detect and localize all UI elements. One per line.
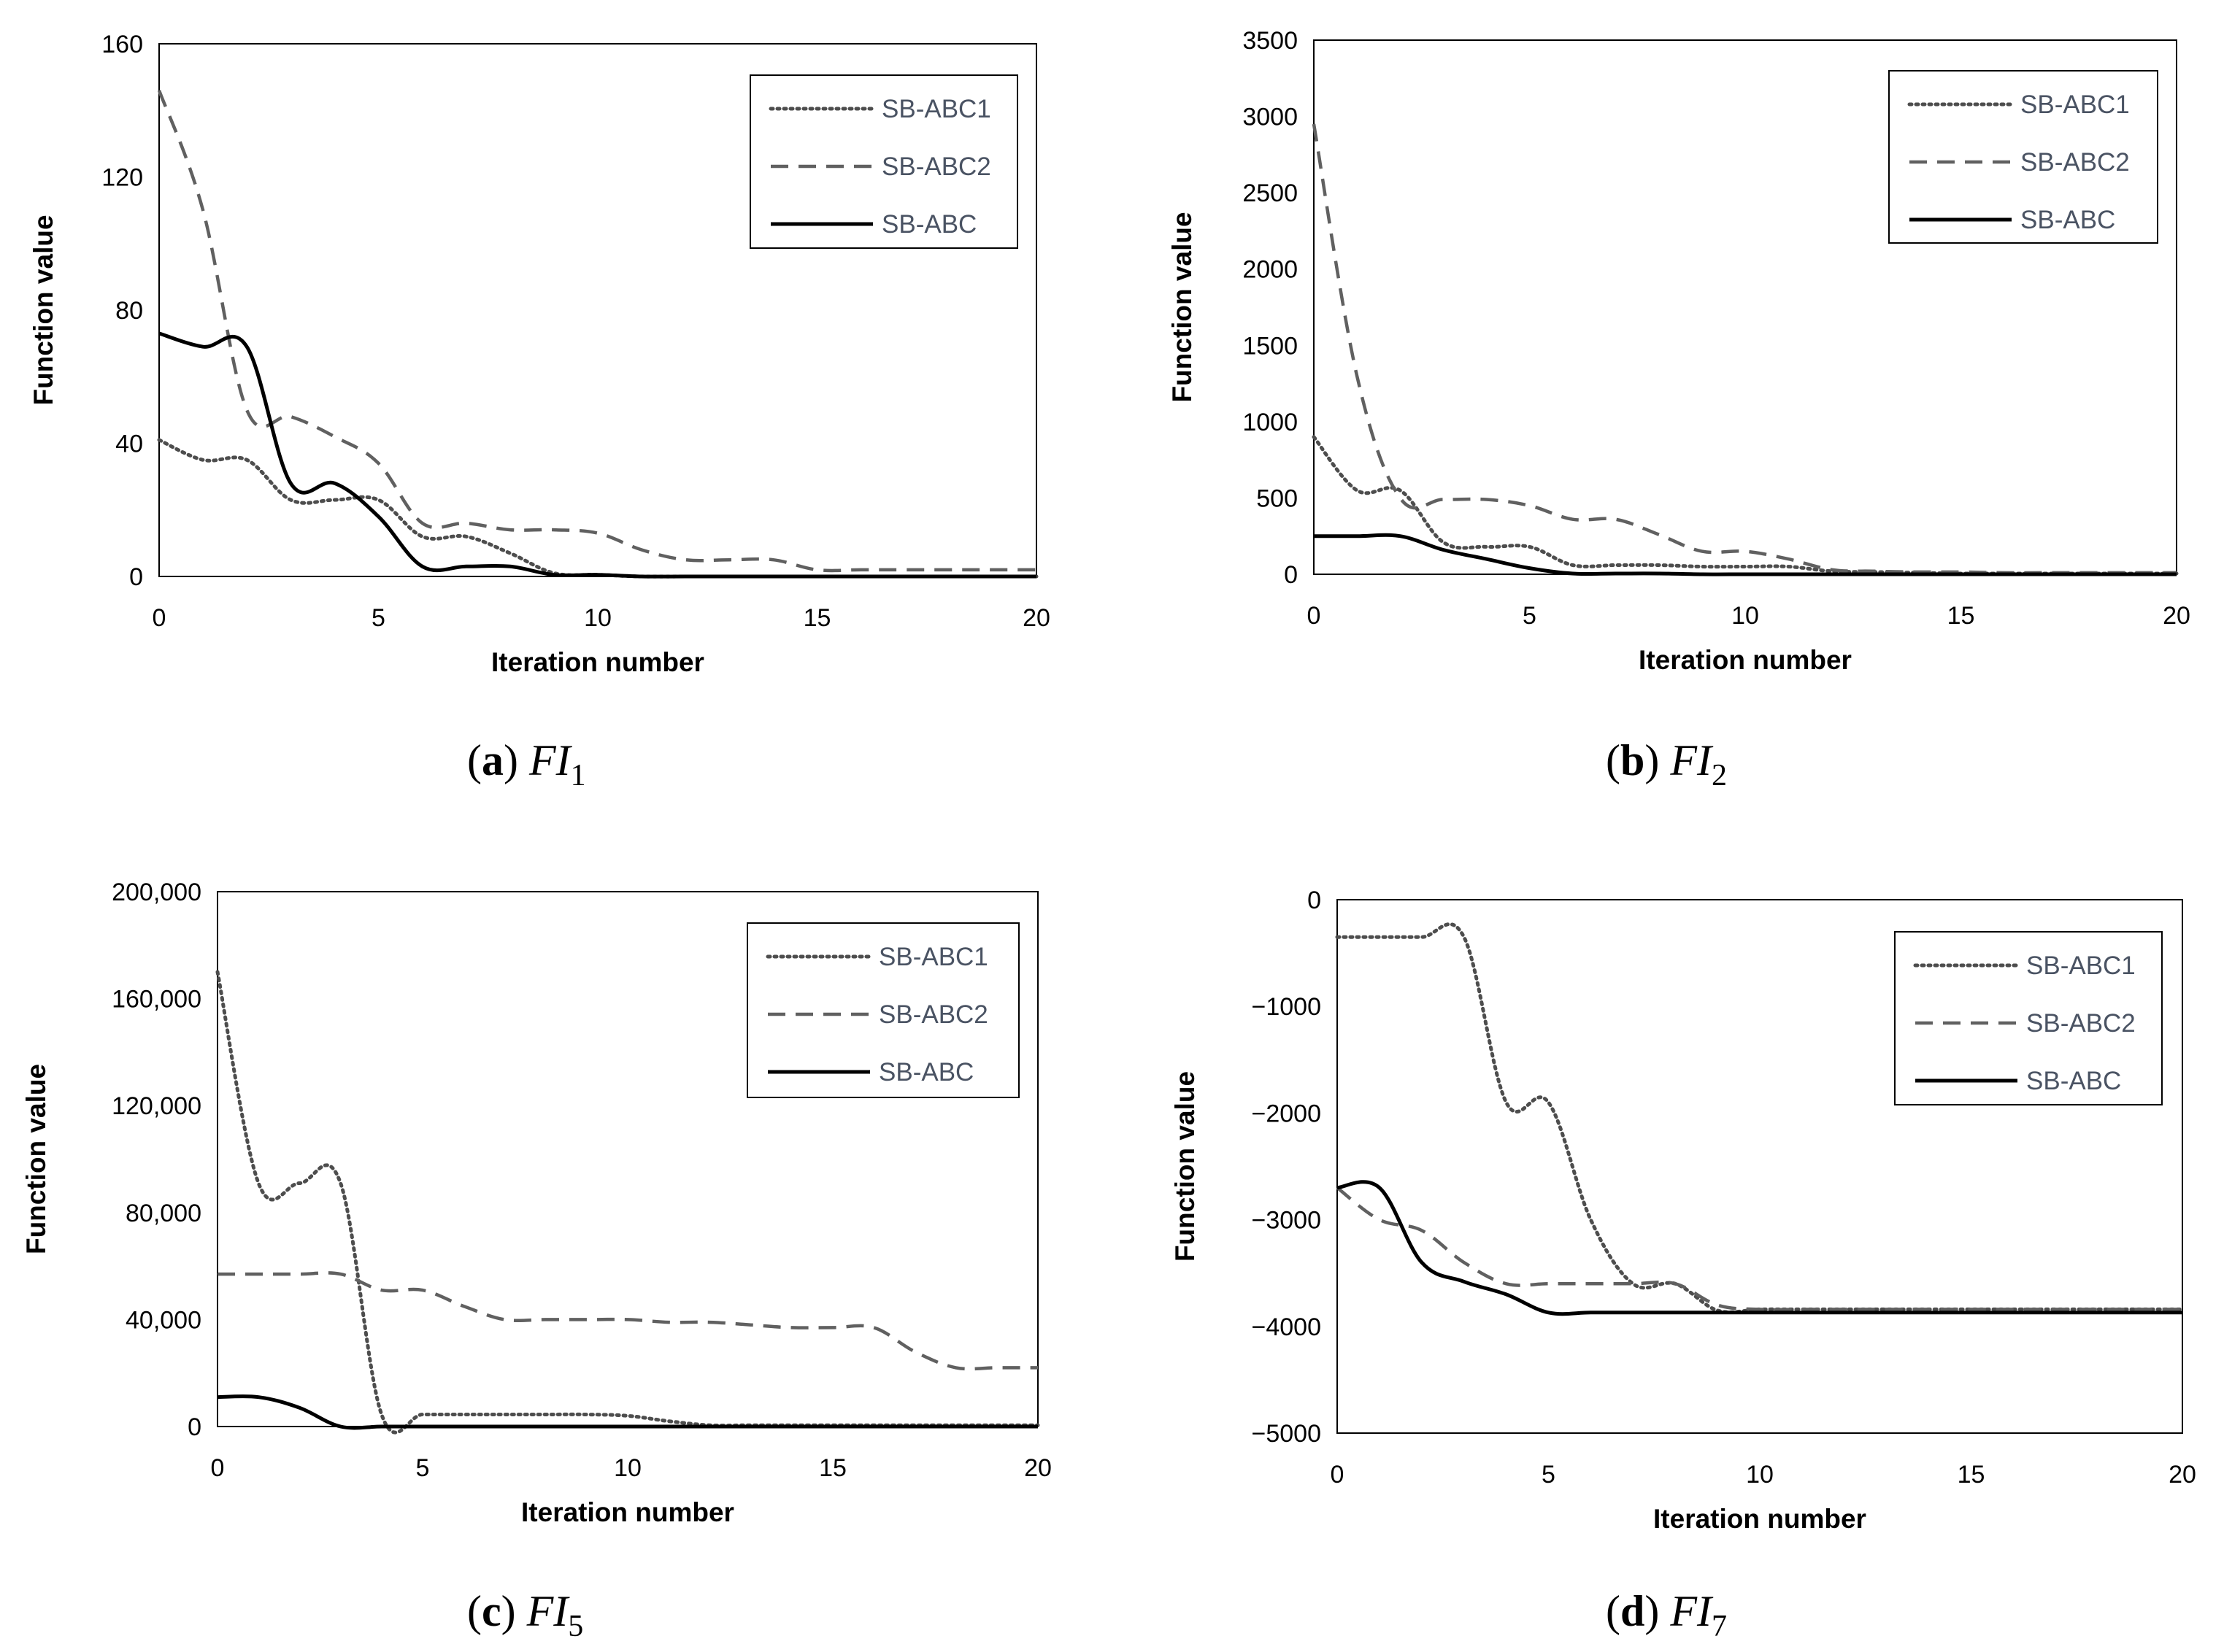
- legend-label: SB-ABC1: [2020, 90, 2130, 119]
- panel-caption: (d) FI7: [1606, 1587, 1727, 1643]
- chart-c: 0 40,000 80,000 120,000 160,000 200,000 0 5 10 15…: [21, 879, 1052, 1643]
- legend-label: SB-ABC: [2020, 206, 2115, 234]
- series-line-sb-abc: [217, 1394, 1038, 1430]
- legend-label: SB-ABC2: [879, 1000, 988, 1029]
- x-tick-label: 5: [416, 1454, 430, 1482]
- y-tick-label: 0: [129, 563, 143, 591]
- y-tick-label: 0: [188, 1413, 201, 1441]
- x-tick-label: 10: [614, 1454, 642, 1482]
- x-tick-label: 10: [584, 604, 612, 632]
- legend-label: SB-ABC1: [2026, 952, 2136, 980]
- legend: SB-ABC1 SB-ABC2 SB-ABC: [747, 922, 1020, 1098]
- legend-label: SB-ABC: [882, 210, 977, 239]
- x-tick-label: 0: [153, 604, 166, 632]
- series-line-sb-abc2: [157, 90, 1036, 573]
- legend-label: SB-ABC1: [879, 943, 988, 971]
- x-tick-label: 20: [1024, 1454, 1052, 1482]
- x-tick-label: 10: [1746, 1461, 1774, 1489]
- y-tick-label: 0: [1307, 887, 1321, 914]
- x-tick-label: 5: [1523, 602, 1536, 630]
- y-tick-label: 80: [115, 297, 143, 325]
- y-axis-title: Function value: [1170, 1071, 1200, 1262]
- series-line-sb-abc2: [218, 1271, 1038, 1371]
- y-tick-label: 3500: [1242, 27, 1298, 55]
- series-line-sb-abc: [158, 331, 1036, 579]
- y-axis-title: Function value: [28, 215, 58, 405]
- panel-caption: (c) FI5: [467, 1587, 583, 1643]
- y-tick-label: 200,000: [112, 879, 201, 906]
- y-tick-label: 120: [101, 164, 143, 192]
- panel-caption: (a) FI1: [467, 736, 586, 792]
- series-line-sb-abc: [1313, 533, 2177, 576]
- x-tick-label: 15: [804, 604, 831, 632]
- panel-caption: (b) FI2: [1606, 736, 1727, 792]
- chart-d: −5000 −4000 −3000 −2000 −1000 0 0 5 10 15 20 Iterat…: [1170, 887, 2196, 1643]
- x-tick-label: 0: [1307, 602, 1321, 630]
- legend-label: SB-ABC2: [2020, 148, 2130, 177]
- y-tick-label: 120,000: [112, 1092, 201, 1120]
- x-tick-label: 0: [211, 1454, 225, 1482]
- chart-a: 0 40 80 120 160 0 5 10 15 20 Iteration number Funct…: [28, 31, 1050, 792]
- y-tick-label: 40,000: [126, 1306, 201, 1334]
- y-tick-label: −5000: [1252, 1420, 1322, 1448]
- legend-label: SB-ABC: [2026, 1067, 2121, 1095]
- x-tick-label: 20: [1023, 604, 1050, 632]
- legend: SB-ABC1 SB-ABC2 SB-ABC: [750, 74, 1018, 249]
- y-tick-label: 1500: [1242, 332, 1298, 360]
- y-tick-label: 0: [1284, 561, 1298, 589]
- y-tick-label: 2000: [1242, 256, 1298, 284]
- legend-box: [1894, 931, 2163, 1105]
- y-tick-label: −4000: [1252, 1313, 1322, 1341]
- y-tick-label: 80,000: [126, 1200, 201, 1227]
- legend: SB-ABC1 SB-ABC2 SB-ABC: [1894, 931, 2163, 1105]
- plot-area-frame: [1336, 899, 2183, 1434]
- y-tick-label: 3000: [1242, 104, 1298, 131]
- legend-label: SB-ABC1: [882, 95, 991, 123]
- x-axis-title: Iteration number: [521, 1497, 734, 1527]
- series-line-sb-abc1: [157, 438, 1039, 579]
- chart-b: 0 500 1000 1500 2000 2500 3000 3500 0 5 10 15 20 Iter…: [1167, 27, 2190, 792]
- x-tick-label: 5: [372, 604, 385, 632]
- series-line-sb-abc1: [1335, 922, 2185, 1314]
- legend-box: [747, 922, 1020, 1098]
- x-tick-label: 20: [2163, 602, 2190, 630]
- y-tick-label: 500: [1256, 485, 1298, 512]
- x-tick-label: 0: [1331, 1461, 1344, 1489]
- x-tick-label: 15: [1947, 602, 1975, 630]
- x-tick-label: 15: [1958, 1461, 1985, 1489]
- series-line-sb-abc: [1336, 1180, 2182, 1316]
- series-line-sb-abc2: [1312, 123, 2177, 575]
- legend-box: [1888, 70, 2158, 244]
- y-tick-label: −2000: [1252, 1100, 1322, 1127]
- y-tick-label: −1000: [1252, 993, 1322, 1021]
- x-tick-label: 5: [1542, 1461, 1555, 1489]
- x-tick-label: 20: [2169, 1461, 2196, 1489]
- x-tick-label: 10: [1731, 602, 1759, 630]
- y-tick-label: −3000: [1252, 1207, 1322, 1235]
- y-tick-label: 1000: [1242, 409, 1298, 436]
- y-tick-label: 160: [101, 31, 143, 58]
- legend: SB-ABC1 SB-ABC2 SB-ABC: [1888, 70, 2158, 244]
- y-tick-label: 40: [115, 431, 143, 458]
- x-tick-label: 15: [819, 1454, 847, 1482]
- x-axis-title: Iteration number: [491, 647, 704, 677]
- y-axis-title: Function value: [21, 1064, 51, 1254]
- series-line-sb-abc2: [1336, 1186, 2182, 1312]
- x-axis-title: Iteration number: [1639, 645, 1852, 675]
- legend-label: SB-ABC2: [882, 153, 991, 181]
- y-tick-label: 160,000: [112, 986, 201, 1014]
- x-axis-title: Iteration number: [1653, 1504, 1866, 1534]
- y-tick-label: 2500: [1242, 180, 1298, 207]
- legend-box: [750, 74, 1018, 249]
- legend-label: SB-ABC2: [2026, 1009, 2136, 1038]
- series-line-sb-abc1: [1312, 435, 2179, 576]
- y-axis-title: Function value: [1167, 212, 1197, 402]
- legend-label: SB-ABC: [879, 1058, 974, 1086]
